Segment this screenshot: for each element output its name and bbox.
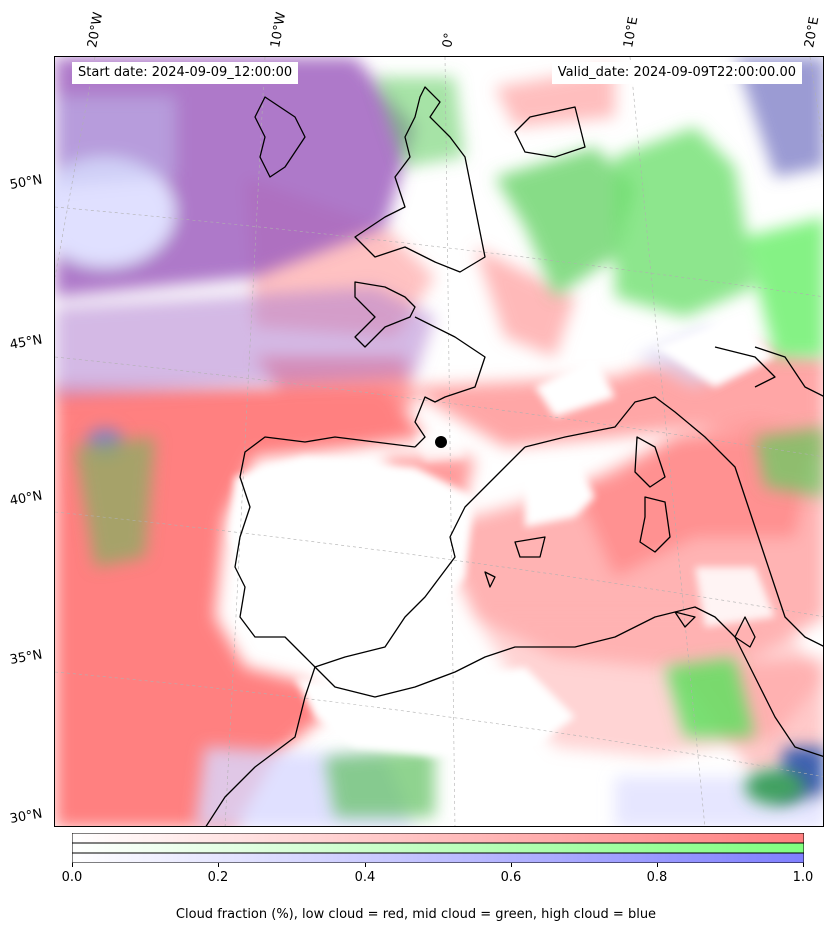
colorbar-tick-label: 0.0 (61, 870, 83, 885)
lat-label-35n: 35°N (8, 647, 44, 668)
cloud-fraction-map (54, 56, 824, 827)
colorbar-low-cloud (72, 833, 804, 844)
lat-label-45n: 45°N (8, 332, 44, 353)
colorbar-tick-label: 0.4 (354, 870, 376, 885)
colorbar-high-cloud (72, 852, 804, 863)
station-marker (435, 436, 447, 448)
lon-label-10e: 10°E (621, 15, 642, 49)
colorbar-mid-cloud (72, 842, 804, 854)
lon-label-20w: 20°W (85, 11, 107, 50)
colorbar-tickmark (511, 863, 512, 867)
colorbar-tick-label: 0.6 (500, 870, 522, 885)
clear-sky-areas (230, 317, 775, 757)
colorbar (72, 833, 804, 863)
coastlines (205, 86, 823, 826)
colorbar-caption: Cloud fraction (%), low cloud = red, mid… (175, 907, 657, 922)
lon-label-0: 0° (440, 31, 458, 49)
colorbar-tick-label: 0.8 (646, 870, 668, 885)
lat-label-30n: 30°N (8, 806, 44, 827)
lon-label-20e: 20°E (802, 15, 823, 49)
lon-label-10w: 10°W (268, 11, 290, 50)
lat-label-50n: 50°N (8, 172, 44, 193)
colorbar-tickmark (657, 863, 658, 867)
valid-date-label: Valid_date: 2024-09-09T22:00:00.00 (551, 62, 802, 84)
graticule (55, 57, 823, 826)
colorbar-tickmark (803, 863, 804, 867)
map-canvas (55, 57, 823, 826)
lat-label-40n: 40°N (8, 488, 44, 509)
mid-cloud-layer (75, 77, 823, 817)
colorbar-tickmark (365, 863, 366, 867)
start-date-label: Start date: 2024-09-09_12:00:00 (72, 62, 299, 84)
colorbar-tickmark (218, 863, 219, 867)
colorbar-tick-label: 0.2 (207, 870, 229, 885)
colorbar-tick-label: 1.0 (792, 870, 814, 885)
colorbar-tickmark (72, 863, 73, 867)
